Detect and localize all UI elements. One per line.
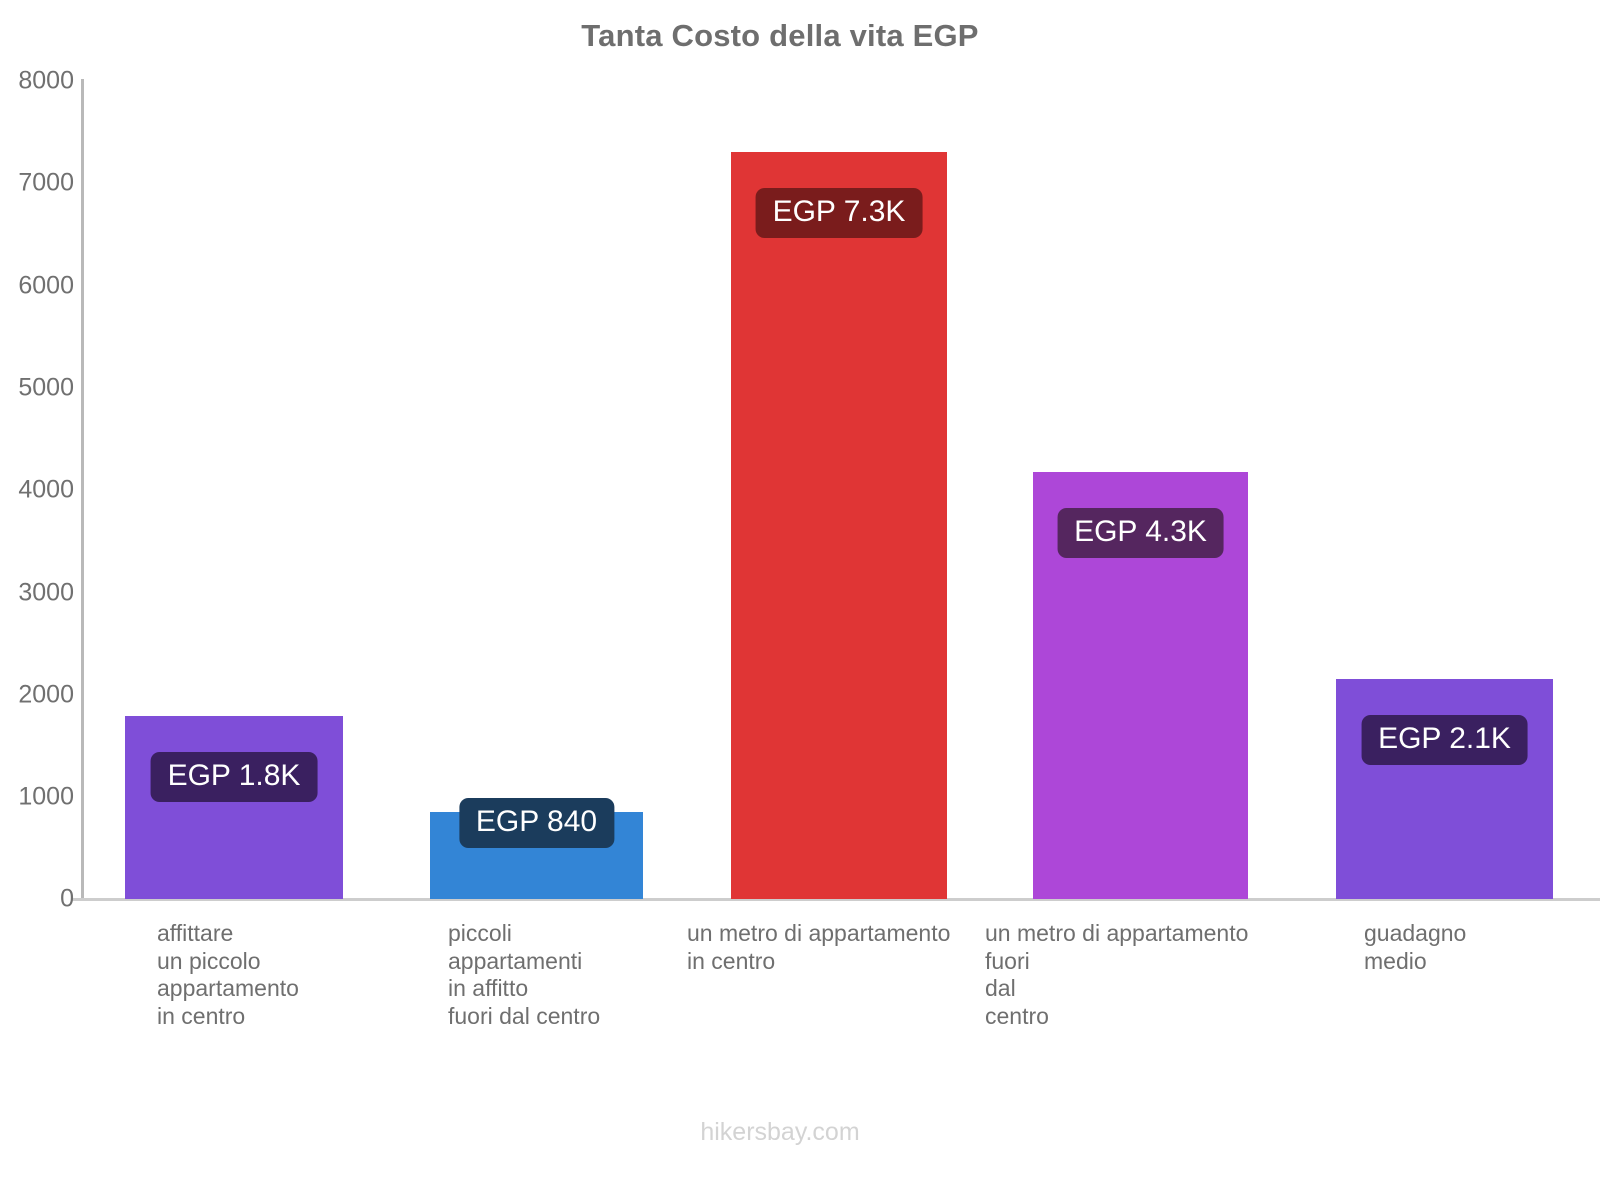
x-axis-baseline xyxy=(72,898,1600,901)
attribution-footer: hikersbay.com xyxy=(700,1118,860,1146)
y-tick-7000: 7000 xyxy=(18,168,74,197)
y-tick-8000: 8000 xyxy=(18,66,74,95)
chart-title: Tanta Costo della vita EGP xyxy=(581,18,979,53)
bar-piccoli-appartamenti-in-affitto-fuori-dal-centro[interactable]: EGP 840 xyxy=(430,798,643,899)
bar-affittare-un-piccolo-appartamento-in-centro[interactable]: EGP 1.8K xyxy=(125,716,343,899)
x-category-label-2: un metro di appartamento in centro xyxy=(687,920,951,974)
bar-value-label: EGP 1.8K xyxy=(150,752,318,802)
y-tick-6000: 6000 xyxy=(18,271,74,300)
y-tick-1000: 1000 xyxy=(18,782,74,811)
x-category-label-1: piccoli appartamenti in affitto fuori da… xyxy=(448,920,601,1029)
bar-un-metro-di-appartamento-fuori-dal-centro[interactable]: EGP 4.3K xyxy=(1033,472,1248,899)
bar-value-label: EGP 2.1K xyxy=(1361,715,1528,765)
x-category-label-3: un metro di appartamento fuori dal centr… xyxy=(985,920,1249,1029)
bar-value-label: EGP 4.3K xyxy=(1057,508,1224,558)
y-tick-3000: 3000 xyxy=(18,578,74,607)
y-axis-tick-labels: 0 1000 2000 3000 4000 5000 6000 7000 800… xyxy=(0,0,74,1200)
y-tick-4000: 4000 xyxy=(18,475,74,504)
bar-un-metro-di-appartamento-in-centro[interactable]: EGP 7.3K xyxy=(731,152,947,899)
y-axis-line xyxy=(81,79,84,901)
y-tick-5000: 5000 xyxy=(18,373,74,402)
bar-value-label: EGP 7.3K xyxy=(755,188,923,238)
x-category-label-4: guadagno medio xyxy=(1364,920,1467,974)
bar-guadagno-medio[interactable]: EGP 2.1K xyxy=(1336,679,1553,899)
y-tick-2000: 2000 xyxy=(18,680,74,709)
bar-value-label: EGP 840 xyxy=(458,798,615,848)
y-tick-0: 0 xyxy=(60,884,74,913)
x-category-label-0: affittare un piccolo appartamento in cen… xyxy=(157,920,299,1029)
